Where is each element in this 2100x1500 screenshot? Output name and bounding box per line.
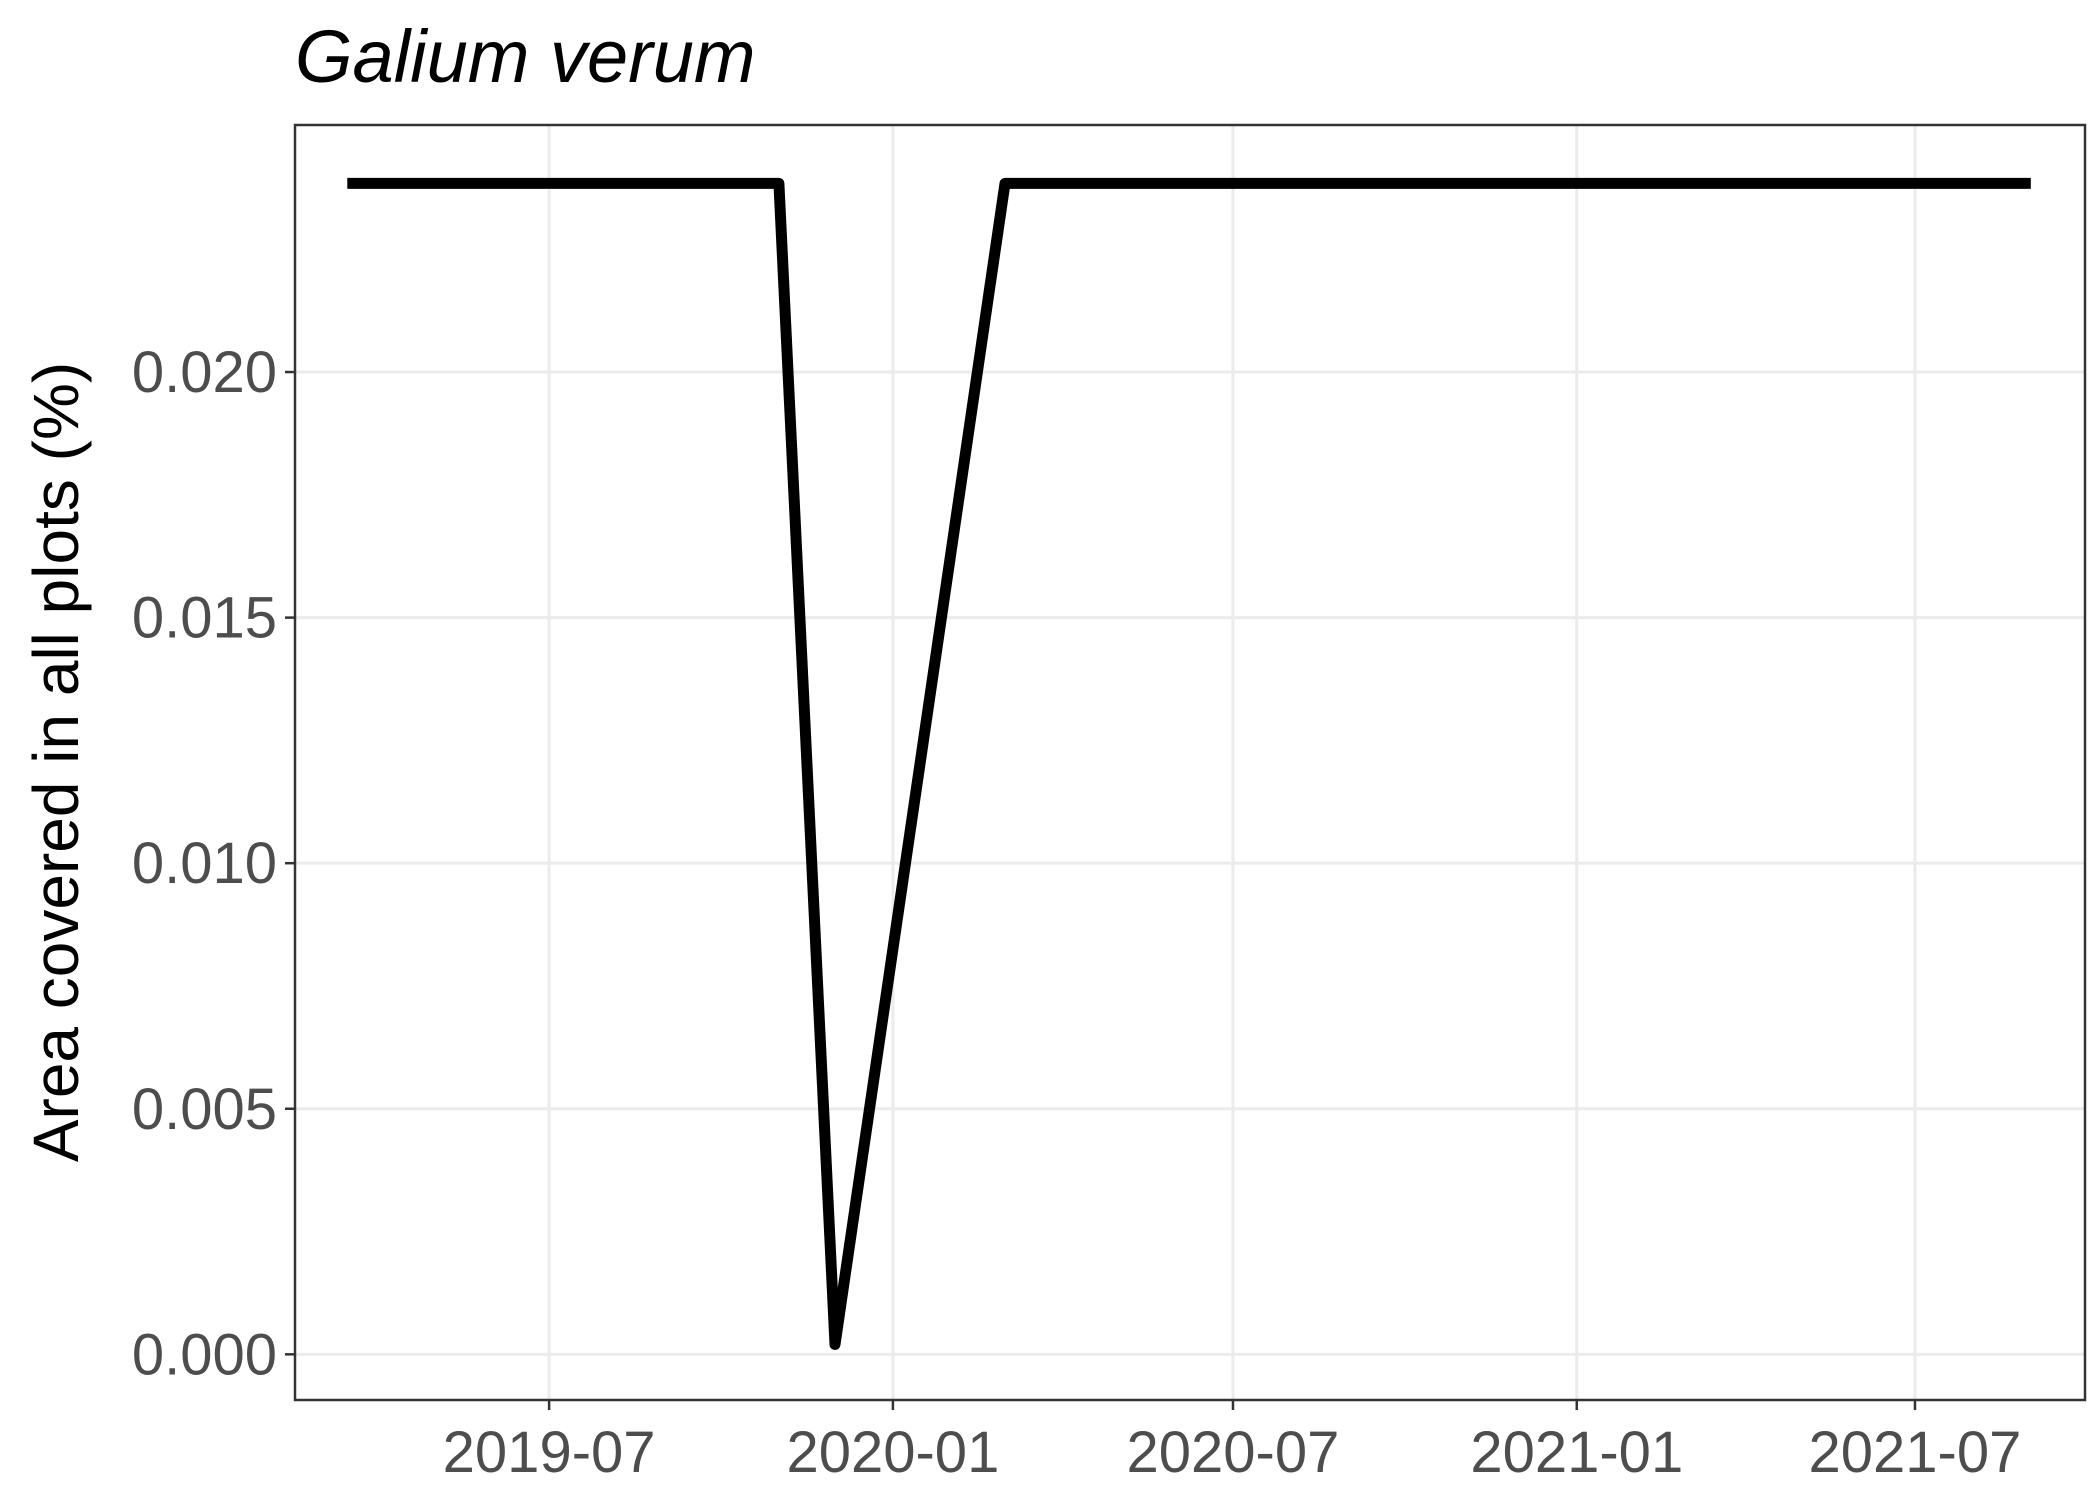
y-tick-label: 0.005 xyxy=(132,1077,277,1142)
x-tick-label: 2021-01 xyxy=(1470,1420,1683,1485)
grid-layer xyxy=(295,125,2085,1400)
y-tick-label: 0.010 xyxy=(132,831,277,896)
x-tick-label: 2021-07 xyxy=(1809,1420,2022,1485)
series-line xyxy=(347,177,2031,1350)
x-tick-label: 2020-07 xyxy=(1127,1420,1340,1485)
y-tick-label: 0.020 xyxy=(132,340,277,405)
x-tick-label: 2019-07 xyxy=(443,1420,656,1485)
chart-title: Galium verum xyxy=(295,15,756,98)
y-tick-label: 0.000 xyxy=(132,1322,277,1387)
x-tick-label: 2020-01 xyxy=(786,1420,999,1485)
series-layer xyxy=(347,177,2031,1350)
plot-panel-border xyxy=(293,123,2087,1402)
tick-layer: 0.000 0.005 0.010 0.015 0.020 2019-07 2020-01 2… xyxy=(132,340,2022,1485)
y-tick-label: 0.015 xyxy=(132,586,277,651)
y-axis-title: Area covered in all plots (%) xyxy=(20,362,92,1162)
